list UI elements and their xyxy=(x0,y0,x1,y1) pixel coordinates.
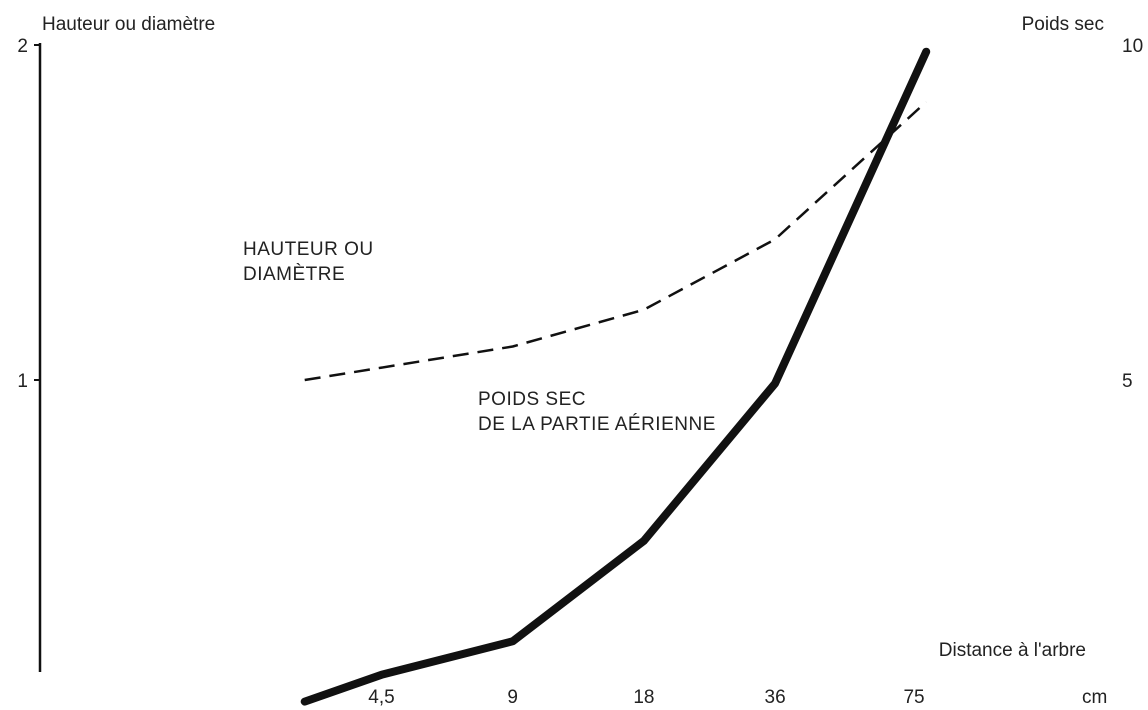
series-line-dry-weight xyxy=(300,47,931,706)
series-line-height-diameter xyxy=(304,100,928,382)
series-group xyxy=(300,47,931,706)
labels-group: Hauteur ou diamètre Poids sec Distance à… xyxy=(42,14,1107,708)
left-axis-title: Hauteur ou diamètre xyxy=(42,14,215,35)
x-tick-label: 4,5 xyxy=(368,687,394,708)
right-axis-title: Poids sec xyxy=(1022,14,1104,35)
x-axis-title: Distance à l'arbre xyxy=(939,640,1086,661)
series-label-height-line-1: HAUTEUR OU xyxy=(243,239,374,260)
x-tick-label: 75 xyxy=(903,687,924,708)
series-label-weight-line-1: POIDS SEC xyxy=(478,389,586,410)
axes-group: 1 2 5 10 4,5 9 18 36 75 xyxy=(17,36,1143,708)
series-label-weight-line-2: DE LA PARTIE AÉRIENNE xyxy=(478,414,716,435)
series-label-height-line-2: DIAMÈTRE xyxy=(243,264,345,285)
left-y-tick-label: 2 xyxy=(17,36,28,57)
x-tick-label: 36 xyxy=(765,687,786,708)
left-y-tick-label: 1 xyxy=(17,371,28,392)
right-y-tick-label: 5 xyxy=(1122,371,1133,392)
x-tick-label: 18 xyxy=(633,687,654,708)
x-axis-unit: cm xyxy=(1082,687,1107,708)
x-tick-label: 9 xyxy=(507,687,518,708)
right-y-tick-label: 10 xyxy=(1122,36,1143,57)
